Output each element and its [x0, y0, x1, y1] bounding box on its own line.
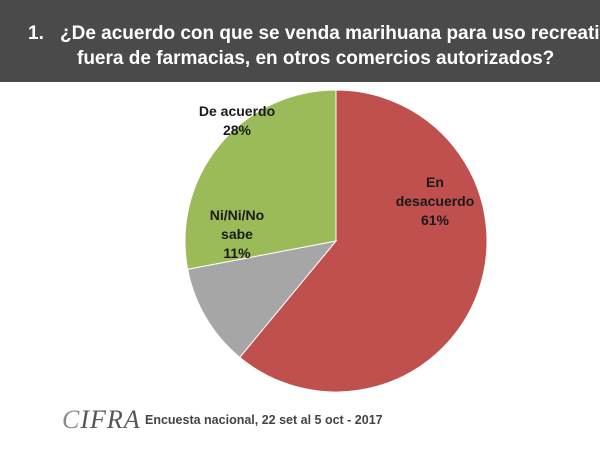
survey-footnote: Encuesta nacional, 22 set al 5 oct - 201… [145, 413, 383, 427]
slice-label-en-desacuerdo: En desacuerdo 61% [396, 174, 475, 228]
question-title-line-1: ¿De acuerdo con que se venda marihuana p… [60, 23, 600, 44]
pie-chart: En desacuerdo 61% Ni/Ni/No sabe 11% De acuerdo… [184, 89, 488, 393]
question-number: 1. [28, 23, 44, 44]
title-banner: 1. ¿De acuerdo con que se venda marihuan… [0, 0, 600, 82]
footer: CIFRA Encuesta nacional, 22 set al 5 oct… [0, 402, 600, 450]
pie-slice-de-acuerdo [184, 89, 337, 270]
pie-slice-en-desacuerdo [239, 89, 488, 393]
slice-label-de-acuerdo: De acuerdo 28% [199, 103, 275, 138]
question-title-line-2: fuera de farmacias, en otros comercios a… [77, 48, 555, 69]
pie-slice-ni-ni-no-sabe [187, 240, 338, 359]
slice-label-ni-ni-no-sabe: Ni/Ni/No sabe 11% [210, 207, 264, 261]
cifra-logo: CIFRA [62, 405, 141, 434]
